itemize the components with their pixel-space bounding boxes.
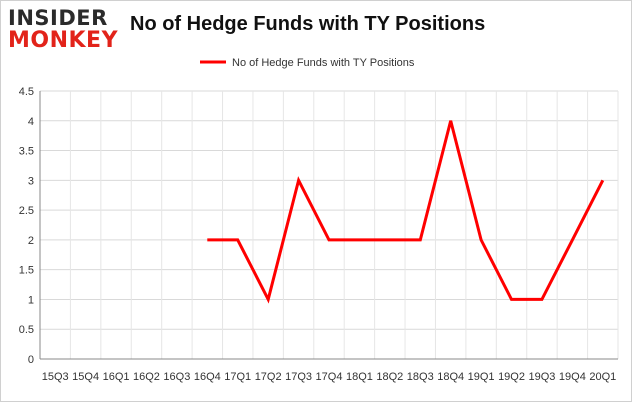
x-tick-label: 15Q3	[42, 371, 69, 383]
grid-lines	[39, 90, 619, 359]
y-tick-label: 0	[28, 354, 34, 366]
logo-line-2: MONKEY	[8, 28, 119, 53]
x-tick-label: 20Q1	[589, 371, 616, 383]
series-line	[207, 120, 605, 304]
x-tick-label: 18Q4	[437, 371, 464, 383]
y-tick-label: 0.5	[19, 324, 34, 336]
x-tick-label: 18Q3	[407, 371, 434, 383]
y-tick-label: 1.5	[19, 265, 34, 277]
y-tick-label: 4	[28, 116, 34, 128]
y-tick-label: 4.5	[19, 86, 34, 98]
legend-label: No of Hedge Funds with TY Positions	[232, 57, 415, 69]
logo-line-1: INSIDER	[8, 6, 108, 30]
y-tick-label: 2	[28, 235, 34, 247]
y-tick-label: 2.5	[19, 205, 34, 217]
x-tick-label: 19Q2	[498, 371, 525, 383]
x-tick-label: 16Q1	[103, 371, 130, 383]
y-tick-label: 3	[28, 175, 34, 187]
x-tick-labels: 15Q3 15Q4 16Q1 16Q2 16Q3 16Q4 17Q1 17Q2 17Q3 17Q4…	[42, 371, 617, 383]
chart-title: No of Hedge Funds with TY Positions	[130, 13, 486, 35]
y-tick-label: 3.5	[19, 146, 34, 158]
x-tick-label: 19Q3	[528, 371, 555, 383]
x-tick-label: 18Q1	[346, 371, 373, 383]
series-group	[207, 120, 605, 304]
x-tick-label: 17Q3	[285, 371, 312, 383]
y-tick-label: 1	[28, 294, 34, 306]
x-tick-label: 16Q2	[133, 371, 160, 383]
x-tick-label: 16Q3	[163, 371, 190, 383]
insider-monkey-logo: INSIDER MONKEY	[8, 4, 120, 54]
x-tick-label: 16Q4	[194, 371, 221, 383]
x-tick-label: 19Q1	[468, 371, 495, 383]
legend: No of Hedge Funds with TY Positions	[200, 57, 415, 69]
x-tick-label: 17Q2	[255, 371, 282, 383]
axes	[39, 91, 618, 360]
x-tick-label: 18Q2	[376, 371, 403, 383]
x-tick-label: 15Q4	[72, 371, 99, 383]
y-tick-labels: 0 0.5 1 1.5 2 2.5 3 3.5 4 4.5	[19, 86, 34, 366]
x-tick-label: 19Q4	[559, 371, 586, 383]
x-tick-label: 17Q1	[224, 371, 251, 383]
x-tick-label: 17Q4	[316, 371, 343, 383]
